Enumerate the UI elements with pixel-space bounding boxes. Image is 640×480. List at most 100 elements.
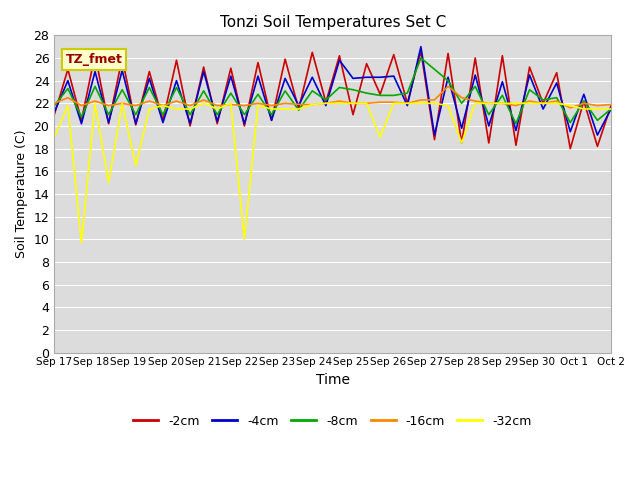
- -8cm: [227, 90, 235, 96]
- -32cm: [200, 100, 207, 106]
- -32cm: [241, 237, 248, 242]
- -16cm: [200, 97, 207, 103]
- -16cm: [91, 98, 99, 104]
- -2cm: [525, 64, 533, 70]
- -16cm: [540, 100, 547, 106]
- -2cm: [540, 100, 547, 106]
- -4cm: [472, 72, 479, 78]
- -32cm: [132, 163, 140, 168]
- -16cm: [335, 98, 343, 104]
- -16cm: [308, 102, 316, 108]
- -16cm: [553, 98, 561, 104]
- -32cm: [553, 100, 561, 106]
- -16cm: [295, 102, 303, 108]
- -8cm: [295, 107, 303, 113]
- -4cm: [51, 109, 58, 115]
- -2cm: [173, 58, 180, 63]
- -16cm: [580, 100, 588, 106]
- -8cm: [580, 98, 588, 104]
- -32cm: [349, 100, 357, 106]
- -8cm: [77, 114, 85, 120]
- -2cm: [268, 118, 275, 123]
- -16cm: [268, 103, 275, 108]
- -16cm: [159, 103, 167, 108]
- -8cm: [525, 87, 533, 93]
- -4cm: [227, 73, 235, 79]
- -2cm: [132, 122, 140, 128]
- -2cm: [363, 61, 371, 67]
- -32cm: [254, 103, 262, 108]
- -2cm: [105, 121, 113, 127]
- -32cm: [186, 106, 194, 112]
- -16cm: [525, 98, 533, 104]
- -32cm: [51, 134, 58, 140]
- -16cm: [132, 103, 140, 108]
- -4cm: [540, 106, 547, 112]
- -32cm: [91, 100, 99, 106]
- -16cm: [512, 103, 520, 108]
- -8cm: [308, 88, 316, 94]
- -8cm: [458, 100, 465, 106]
- -4cm: [105, 120, 113, 125]
- -32cm: [390, 100, 397, 106]
- -4cm: [376, 74, 384, 80]
- -32cm: [159, 103, 167, 108]
- -16cm: [499, 100, 506, 106]
- -4cm: [431, 132, 438, 138]
- Line: -32cm: -32cm: [54, 103, 611, 243]
- -16cm: [213, 103, 221, 108]
- -8cm: [64, 86, 72, 92]
- -4cm: [580, 91, 588, 97]
- -32cm: [213, 106, 221, 112]
- -2cm: [431, 137, 438, 143]
- -4cm: [444, 74, 452, 80]
- -4cm: [77, 121, 85, 127]
- -32cm: [593, 106, 601, 112]
- -2cm: [241, 123, 248, 129]
- -2cm: [159, 118, 167, 123]
- -8cm: [282, 88, 289, 94]
- -32cm: [105, 180, 113, 186]
- -8cm: [213, 112, 221, 118]
- -32cm: [485, 100, 493, 106]
- -2cm: [145, 69, 153, 74]
- Line: -2cm: -2cm: [54, 51, 611, 149]
- -8cm: [335, 84, 343, 90]
- -32cm: [499, 100, 506, 106]
- -16cm: [444, 84, 452, 89]
- -2cm: [607, 103, 615, 108]
- -4cm: [159, 120, 167, 125]
- -16cm: [227, 102, 235, 108]
- -8cm: [254, 91, 262, 97]
- -4cm: [308, 74, 316, 80]
- -2cm: [417, 48, 425, 54]
- -4cm: [132, 121, 140, 127]
- -8cm: [472, 84, 479, 89]
- -16cm: [241, 103, 248, 108]
- -4cm: [118, 68, 126, 73]
- -4cm: [499, 79, 506, 84]
- -8cm: [186, 112, 194, 118]
- -32cm: [363, 100, 371, 106]
- Text: TZ_fmet: TZ_fmet: [65, 53, 122, 66]
- -8cm: [363, 90, 371, 96]
- -8cm: [403, 90, 411, 96]
- -2cm: [444, 50, 452, 56]
- -16cm: [282, 100, 289, 106]
- -8cm: [499, 93, 506, 98]
- -4cm: [91, 69, 99, 74]
- -2cm: [213, 121, 221, 127]
- -4cm: [485, 123, 493, 129]
- -4cm: [186, 121, 194, 127]
- -32cm: [77, 240, 85, 246]
- -32cm: [173, 106, 180, 112]
- -8cm: [173, 84, 180, 90]
- -32cm: [322, 100, 330, 106]
- -8cm: [118, 87, 126, 93]
- -32cm: [227, 100, 235, 106]
- -16cm: [593, 103, 601, 108]
- -4cm: [403, 103, 411, 108]
- -2cm: [91, 52, 99, 58]
- -16cm: [322, 100, 330, 106]
- -8cm: [607, 106, 615, 112]
